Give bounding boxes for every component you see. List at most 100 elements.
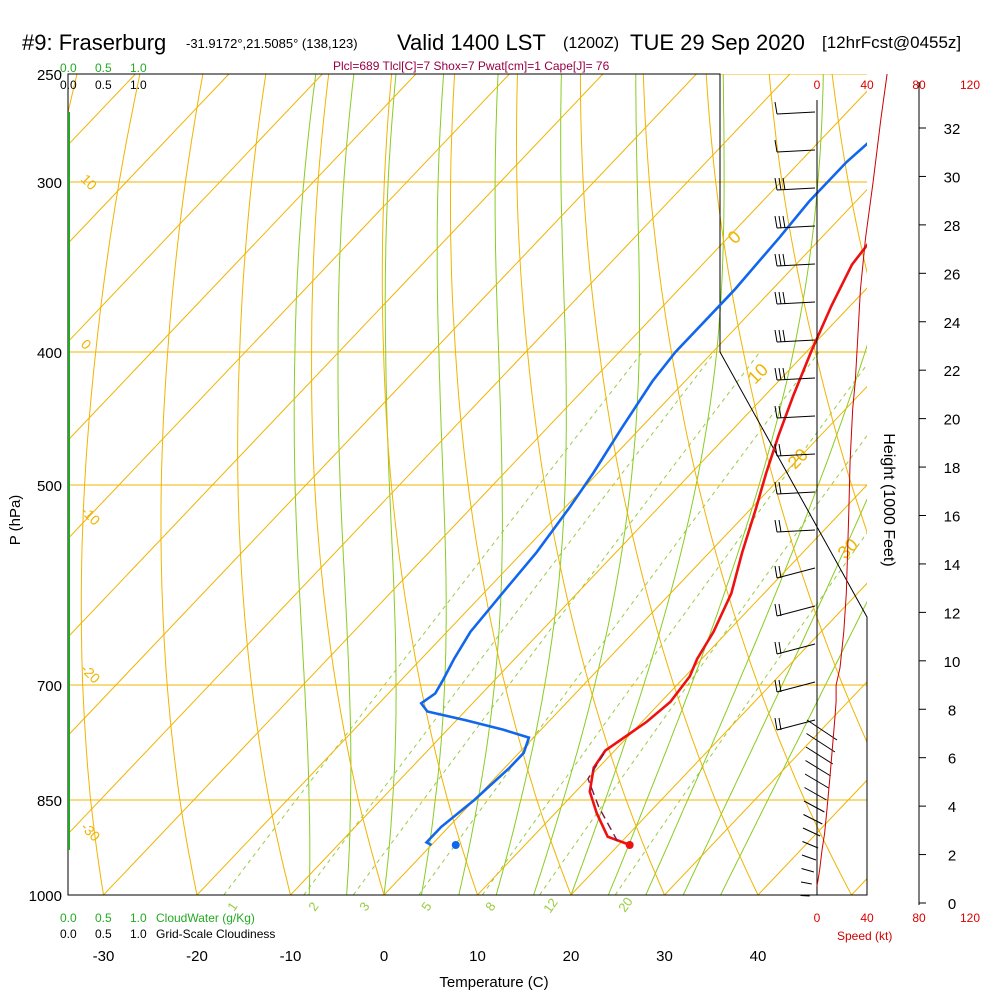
top-speed-tick: 40 [860, 78, 874, 92]
plot-frame [67, 73, 868, 896]
wind-barb-feather [778, 679, 782, 693]
pressure-axis: 250 300 400 500 700 850 1000 [29, 67, 62, 905]
pressure-tick-label: 700 [37, 678, 62, 695]
wind-barb-shaft [776, 225, 816, 229]
dewpoint-curve [419, 142, 867, 847]
mixing-ratio-label: 8 [482, 899, 498, 914]
wind-barb [805, 760, 831, 777]
wind-barb-feather [774, 603, 778, 617]
wind-barb [774, 253, 816, 267]
wind-barb-shaft [806, 733, 836, 753]
height-tick-label: 2 [948, 848, 956, 865]
wind-barb [774, 367, 816, 381]
dry-adiabat-line [0, 50, 21, 924]
isotherm-line [476, 484, 867, 895]
zulu-time: (1200Z) [563, 35, 619, 52]
isotherm-line [68, 74, 604, 638]
wind-barb-feather [778, 253, 782, 267]
pressure-tick-label: 1000 [29, 888, 62, 905]
wind-barb-feather [778, 329, 782, 343]
isotherm-line [68, 74, 324, 343]
height-tick-label: 28 [944, 218, 961, 235]
mixing-ratio-lines [223, 351, 867, 895]
dry-adiabat-line [954, 50, 1000, 924]
station-title: #9: Fraserburg [22, 30, 166, 55]
wind-barb-shaft [804, 787, 827, 801]
wind-barb-feather [778, 177, 782, 191]
wind-barb-shaft [805, 746, 834, 765]
wind-barb [774, 641, 816, 655]
wind-barb-feather [782, 177, 786, 191]
wind-barb-shaft [776, 339, 816, 343]
top-cloudiness-tick: 0.0 [60, 78, 77, 92]
wind-barb [774, 443, 816, 457]
dry-adiabat-line [237, 74, 292, 895]
height-tick-label: 6 [948, 751, 956, 768]
wind-barb-shaft [776, 111, 816, 115]
wind-barb [802, 841, 819, 849]
mixing-ratio-label: 20 [615, 894, 636, 914]
wind-barb-shaft [776, 643, 816, 655]
wind-barb-shaft [776, 491, 816, 495]
moist-adiabat-line [383, 74, 397, 895]
dry-adiabat-label: 10 [744, 360, 772, 388]
forecast-date: TUE 29 Sep 2020 [630, 30, 805, 55]
wind-barb-shaft [776, 263, 816, 267]
wind-barbs [774, 101, 838, 897]
wind-barb-feather [774, 565, 778, 579]
wind-barb [800, 881, 812, 885]
wind-barb [806, 719, 838, 741]
moist-adiabat-line [495, 74, 567, 895]
top-cloudwater-tick: 0.5 [95, 61, 112, 75]
wind-barb-shaft [803, 814, 823, 825]
moist-adiabat-line [682, 498, 867, 895]
dry-adiabats [0, 50, 1000, 924]
wind-barb-feather [774, 253, 778, 267]
wind-barb-feather [774, 291, 778, 305]
bottom-cloudiness-tick: 0.5 [95, 927, 112, 941]
top-speed-tick: 120 [960, 78, 980, 92]
dry-adiabat-line [642, 74, 853, 895]
pressure-tick-label: 850 [37, 793, 62, 810]
height-tick-label: 14 [944, 557, 961, 574]
wind-barb-shaft [776, 415, 816, 419]
dry-adiabat-line [311, 74, 385, 895]
bottom-speed-tick: 0 [814, 911, 821, 925]
wind-barb [800, 895, 810, 897]
wind-barb-feather [778, 367, 782, 381]
height-tick-label: 30 [944, 169, 961, 186]
wind-barb-feather [774, 177, 778, 191]
wind-barb [774, 329, 816, 343]
wind-barb-feather [774, 405, 778, 419]
isotherm-line [663, 681, 867, 895]
wind-barb-feather [774, 139, 778, 153]
wind-barb-shaft [776, 529, 816, 533]
wind-barb-feather [774, 215, 778, 229]
mixing-ratio-label: 5 [418, 899, 434, 914]
moist-adiabat-line [607, 74, 824, 895]
pressure-axis-title: P (hPa) [7, 495, 24, 546]
temperature-axis-title: Temperature (C) [439, 974, 548, 991]
height-tick-label: 22 [944, 363, 961, 380]
wind-barb-feather [778, 443, 782, 457]
wind-barb [774, 565, 816, 579]
wind-barb-shaft [806, 719, 838, 741]
isotherm-line [68, 74, 511, 540]
pressure-tick-label: 400 [37, 345, 62, 362]
temperature-tick-label: 20 [563, 948, 580, 965]
temperature-axis: -30 -20 -10 0 10 20 30 40 [93, 948, 767, 965]
moist-adiabat-line [720, 600, 867, 895]
mixing-ratio-labels: 1 2 3 5 8 12 20 [224, 894, 636, 915]
wind-barb [774, 603, 816, 617]
temperature-tick-label: 0 [380, 948, 388, 965]
isotherm-line [68, 74, 698, 737]
wind-barb [774, 519, 816, 533]
wind-barb-feather [778, 565, 782, 579]
wind-speed-profile [816, 73, 888, 887]
temperature-tick-label: -10 [280, 948, 302, 965]
height-tick-label: 12 [944, 605, 961, 622]
dry-adiabat-label: 0 [724, 227, 745, 248]
surface-temperature-dot [625, 840, 634, 849]
top-speed-tick: 0 [814, 78, 821, 92]
cloudwater-label: CloudWater (g/Kg) [156, 911, 255, 925]
